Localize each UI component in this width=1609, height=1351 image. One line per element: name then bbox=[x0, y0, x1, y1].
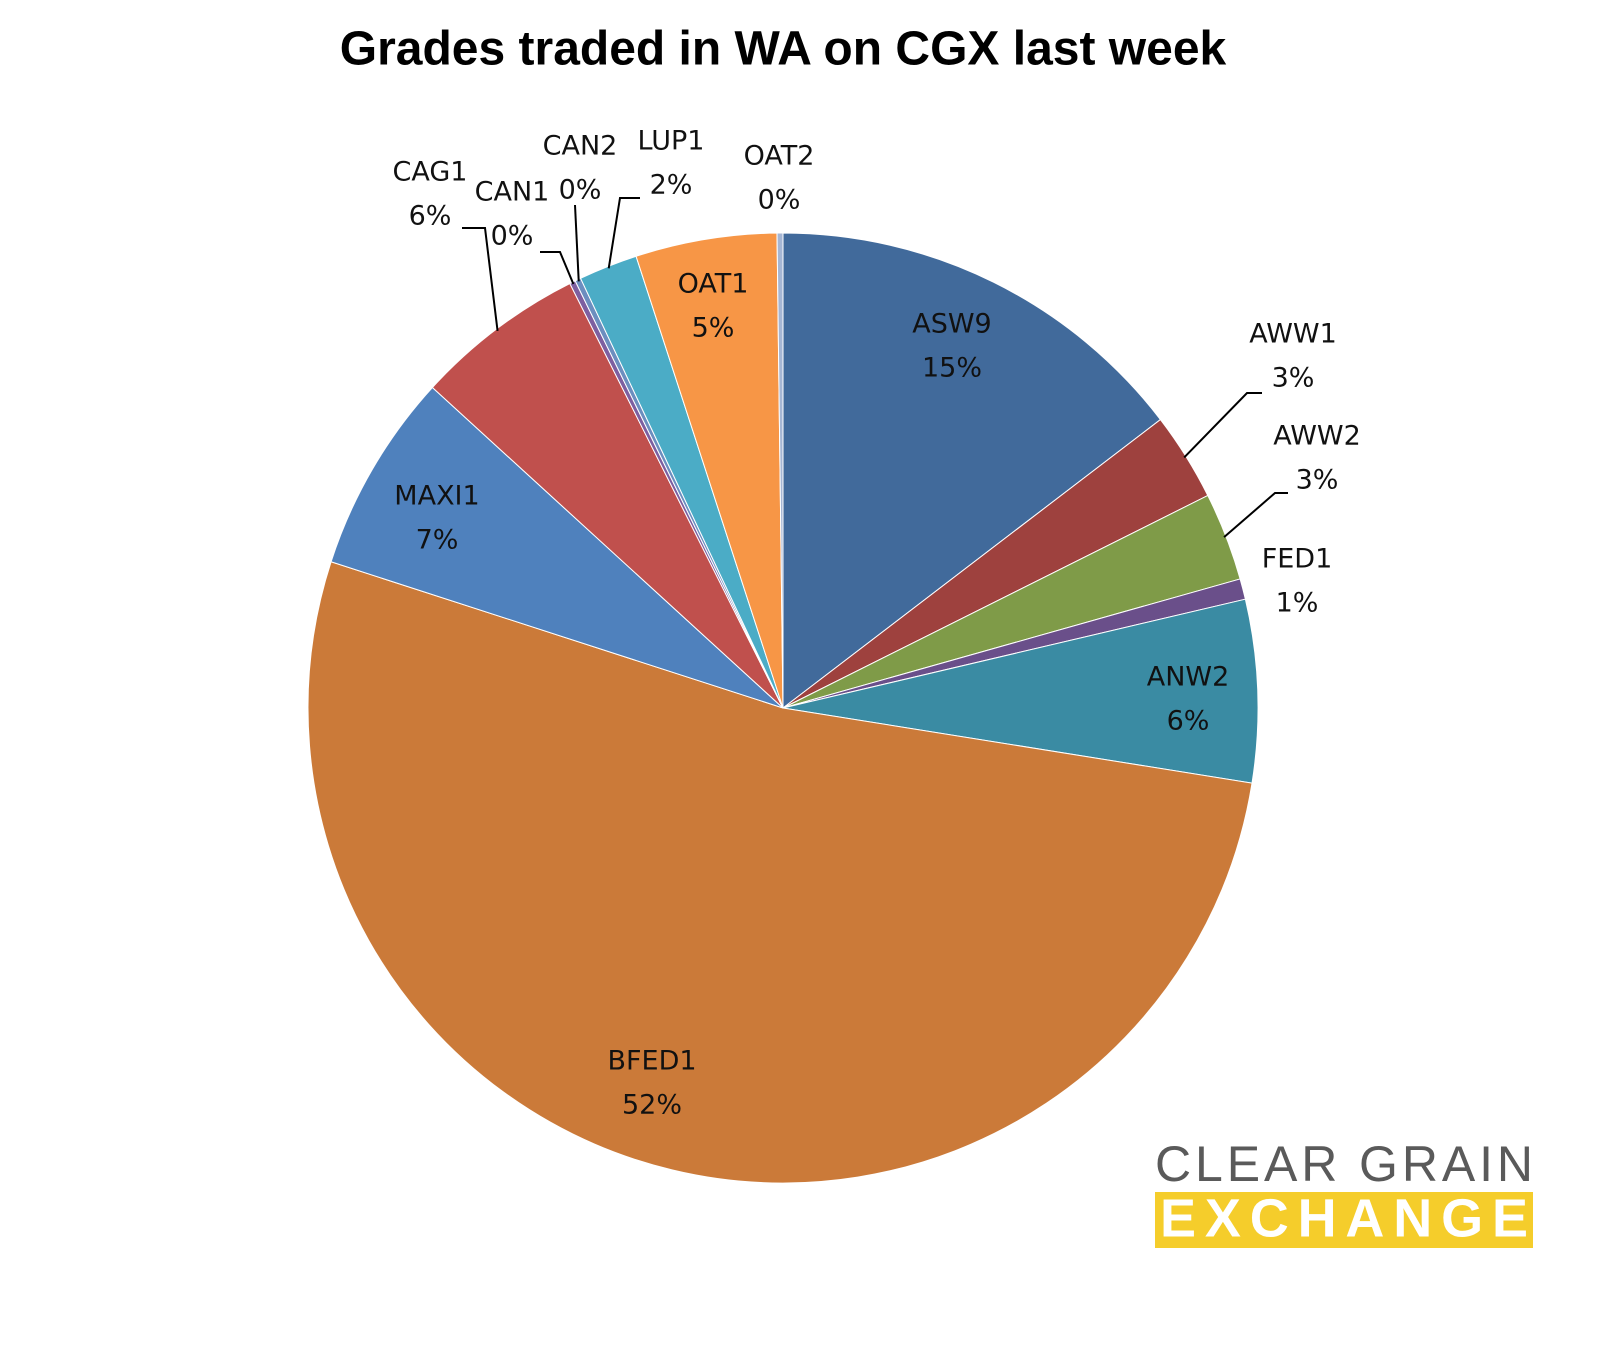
slice-name: ANW2 bbox=[1147, 662, 1230, 693]
slice-value: 1% bbox=[1276, 588, 1319, 619]
slice-name: LUP1 bbox=[638, 126, 705, 157]
slice-name: CAN2 bbox=[543, 131, 618, 162]
slice-value: 5% bbox=[692, 313, 735, 344]
slice-value: 52% bbox=[622, 1090, 682, 1121]
slice-name: AWW1 bbox=[1249, 319, 1337, 350]
slice-value: 2% bbox=[650, 170, 693, 201]
slice-value: 0% bbox=[559, 175, 602, 206]
slice-value: 15% bbox=[922, 353, 982, 384]
leader-line bbox=[540, 251, 575, 285]
slice-value: 7% bbox=[416, 525, 459, 556]
slice-name: CAG1 bbox=[393, 157, 468, 188]
slice-name: MAXI1 bbox=[394, 481, 479, 512]
slice-name: OAT2 bbox=[744, 141, 815, 172]
pie-slice bbox=[782, 232, 1162, 710]
slice-name: FED1 bbox=[1262, 544, 1333, 575]
leader-line bbox=[462, 227, 499, 331]
slice-name: CAN1 bbox=[475, 177, 550, 208]
slice-value: 6% bbox=[1167, 706, 1210, 737]
logo-band bbox=[1155, 1192, 1533, 1248]
chart-title: Grades traded in WA on CGX last week bbox=[340, 23, 1227, 76]
slice-value: 0% bbox=[491, 221, 534, 252]
slice-value: 0% bbox=[758, 185, 801, 216]
leader-line bbox=[1183, 392, 1262, 459]
pie-slice bbox=[782, 598, 1259, 784]
leader-line bbox=[574, 204, 580, 282]
leader-line bbox=[1223, 492, 1288, 538]
slice-name: AWW2 bbox=[1273, 421, 1361, 452]
slice-value: 3% bbox=[1296, 465, 1339, 496]
slice-name: BFED1 bbox=[607, 1046, 696, 1077]
pie-slice bbox=[776, 232, 784, 709]
leader-line bbox=[607, 197, 640, 269]
pie-slice bbox=[330, 386, 784, 709]
slice-name: OAT1 bbox=[678, 269, 749, 300]
slice-value: 6% bbox=[409, 201, 452, 232]
slice-name: ASW9 bbox=[912, 309, 991, 340]
slice-value: 3% bbox=[1272, 363, 1315, 394]
pie-slice bbox=[307, 561, 1253, 1184]
pie-slice bbox=[431, 282, 784, 709]
logo-line1: CLEAR GRAIN bbox=[1155, 1136, 1533, 1192]
